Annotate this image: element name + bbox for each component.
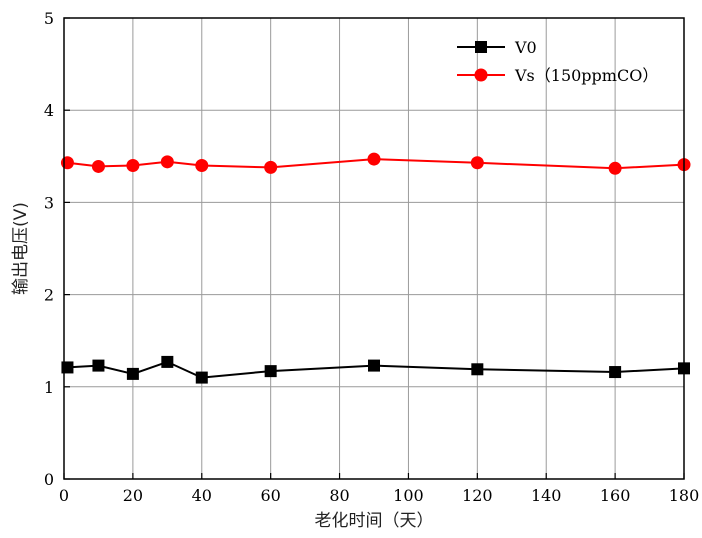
x-tick-label: 80 [329, 486, 349, 505]
x-tick-label: 180 [669, 486, 700, 505]
data-point [60, 156, 74, 170]
legend-label: V0 [514, 38, 537, 57]
series-layer [60, 152, 691, 384]
axis-ticks: 0 20 40 60 80 100 120 140 160 180 0 1 2 3 4 5 [44, 9, 699, 505]
data-point [91, 159, 105, 173]
series-0 [61, 355, 690, 384]
legend-marker [474, 68, 488, 82]
series-1 [60, 152, 691, 175]
series-line [67, 360, 685, 379]
x-tick-label: 120 [462, 486, 493, 505]
data-point [195, 371, 208, 384]
data-point [92, 359, 105, 372]
y-tick-label: 2 [44, 286, 54, 305]
data-point [126, 159, 140, 173]
legend-item: Vs（150ppmCO） [457, 66, 658, 85]
data-point [160, 155, 174, 169]
x-tick-label: 20 [123, 486, 143, 505]
x-tick-label: 60 [260, 486, 280, 505]
legend-label: Vs（150ppmCO） [514, 66, 658, 85]
x-tick-label: 140 [531, 486, 562, 505]
y-tick-label: 4 [44, 101, 54, 120]
x-axis-title: 老化时间（天） [315, 511, 434, 531]
y-tick-label: 5 [44, 9, 54, 28]
grid [63, 17, 685, 480]
data-point [195, 159, 209, 173]
data-point [609, 366, 622, 379]
y-tick-label: 3 [44, 193, 54, 212]
x-tick-label: 100 [393, 486, 424, 505]
data-point [471, 363, 484, 376]
data-point [608, 161, 622, 175]
data-point [126, 367, 139, 380]
y-tick-label: 0 [44, 470, 54, 489]
data-point [470, 156, 484, 170]
legend: V0 Vs（150ppmCO） [457, 38, 658, 85]
plot-frame [63, 17, 685, 480]
data-point [367, 152, 381, 166]
x-tick-label: 0 [59, 486, 69, 505]
x-tick-label: 40 [192, 486, 212, 505]
data-point [264, 365, 277, 378]
data-point [264, 160, 278, 174]
data-point [161, 355, 174, 368]
data-point [368, 359, 380, 372]
x-tick-label: 160 [600, 486, 631, 505]
y-tick-label: 1 [44, 378, 54, 397]
y-axis-title: 输出电压(V) [11, 202, 31, 295]
data-point [61, 361, 74, 374]
series-line [67, 158, 685, 170]
legend-marker [475, 41, 487, 53]
legend-item: V0 [457, 38, 537, 57]
